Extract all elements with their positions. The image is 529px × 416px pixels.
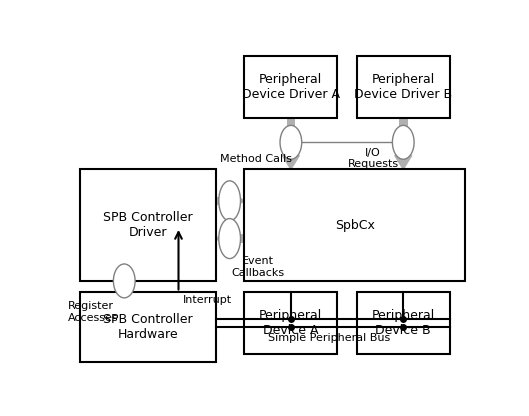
Bar [120,281,129,348]
Ellipse shape [219,218,241,259]
Bar [244,56,338,118]
Text: SpbCx: SpbCx [335,218,375,232]
Text: Peripheral
Device A: Peripheral Device A [259,309,323,337]
Text: SPB Controller
Hardware: SPB Controller Hardware [103,313,193,341]
Text: Interrupt: Interrupt [183,295,232,305]
Bar [216,197,231,205]
Bar [399,118,407,156]
Ellipse shape [113,264,135,298]
Polygon shape [395,156,412,169]
Bar [80,292,216,362]
Bar [357,292,450,354]
Ellipse shape [219,181,241,221]
Polygon shape [216,230,230,247]
Bar [80,169,216,281]
Ellipse shape [280,125,302,159]
Ellipse shape [393,125,414,159]
Text: I/O
Requests: I/O Requests [348,148,398,169]
Text: SPB Controller
Driver: SPB Controller Driver [103,211,193,239]
Bar [357,56,450,118]
Polygon shape [116,348,133,362]
Bar [287,118,295,156]
Bar [244,292,338,354]
Bar [230,234,244,243]
Text: Simple Peripheral Bus: Simple Peripheral Bus [269,333,391,343]
Text: Peripheral
Device Driver B: Peripheral Device Driver B [354,73,452,101]
Text: Peripheral
Device B: Peripheral Device B [372,309,435,337]
Bar [244,169,465,281]
Text: Event
Callbacks: Event Callbacks [232,256,285,278]
Polygon shape [231,192,244,209]
Polygon shape [282,156,299,169]
Text: Register
Accesses: Register Accesses [68,301,118,322]
Text: Method Calls: Method Calls [220,154,292,164]
Text: Peripheral
Device Driver A: Peripheral Device Driver A [242,73,340,101]
